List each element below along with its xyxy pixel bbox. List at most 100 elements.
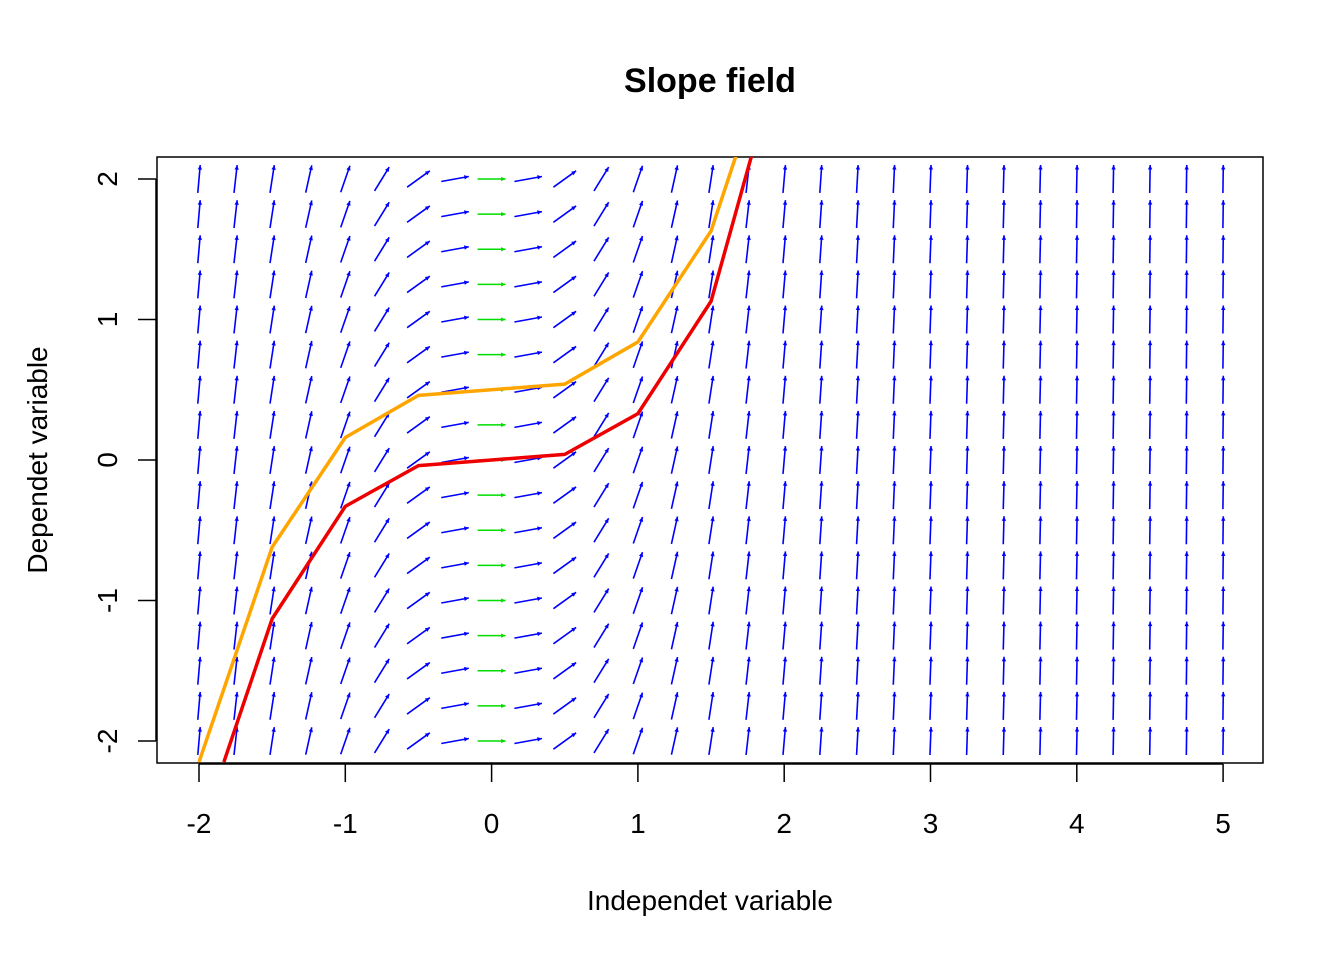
slope-arrow: [304, 411, 313, 439]
slope-arrow: [892, 516, 897, 545]
slope-arrow: [782, 445, 788, 475]
slope-arrow: [670, 165, 679, 193]
slope-arrow: [670, 656, 679, 685]
x-tick-label: 5: [1215, 808, 1231, 839]
slope-arrow: [1184, 691, 1189, 720]
slope-arrow: [670, 692, 679, 720]
slope-arrow: [406, 732, 431, 750]
slope-arrow: [670, 621, 679, 650]
slope-arrow: [965, 621, 970, 650]
slope-arrow: [1184, 235, 1189, 264]
slope-arrow: [965, 445, 970, 475]
slope-arrow: [233, 164, 239, 194]
slope-arrow: [670, 235, 679, 264]
slope-arrow: [514, 421, 543, 429]
slope-arrow: [819, 516, 824, 545]
slope-arrow: [1184, 270, 1189, 299]
slope-arrow: [1147, 691, 1153, 720]
slope-arrow: [1184, 726, 1189, 756]
slope-arrow: [593, 553, 610, 578]
slope-arrow: [593, 728, 610, 754]
slope-arrow: [514, 315, 543, 323]
slope-arrow: [855, 410, 861, 439]
slope-arrow: [819, 656, 824, 685]
slope-arrow: [855, 164, 861, 194]
slope-arrow: [1001, 200, 1007, 229]
slope-arrow: [1111, 305, 1116, 334]
slope-arrow: [339, 692, 351, 720]
slope-arrow: [928, 516, 934, 545]
slope-arrow: [745, 445, 751, 475]
slope-arrow: [304, 692, 313, 720]
slope-arrow: [269, 656, 276, 685]
slope-arrow: [855, 516, 861, 545]
slope-arrow: [819, 305, 824, 334]
slope-arrow: [965, 375, 970, 404]
slope-arrow: [928, 726, 934, 756]
slope-arrow: [1074, 200, 1080, 229]
slope-arrow: [928, 270, 934, 299]
slope-arrow: [196, 375, 202, 404]
slope-arrow: [819, 726, 824, 756]
slope-arrow: [233, 481, 239, 510]
slope-arrow: [269, 305, 276, 334]
slope-arrow: [441, 385, 469, 394]
slope-arrow: [233, 586, 239, 615]
slope-arrow: [477, 633, 506, 638]
slope-arrow: [593, 166, 610, 192]
slope-arrow: [1184, 375, 1189, 404]
slope-arrow: [1038, 691, 1043, 720]
slope-arrow: [552, 310, 577, 329]
slope-arrow: [514, 737, 543, 745]
slope-arrow: [1074, 445, 1080, 475]
slope-arrow: [1221, 200, 1226, 229]
slope-arrows: [196, 164, 1226, 756]
slope-arrow: [782, 235, 788, 264]
slope-arrow: [1221, 410, 1226, 439]
slope-arrow: [514, 561, 543, 569]
slope-arrow: [855, 586, 861, 615]
slope-arrow: [441, 315, 469, 323]
slope-arrow: [965, 726, 970, 756]
slope-arrow: [1038, 305, 1043, 334]
slope-arrow: [632, 165, 644, 193]
slope-arrow: [745, 481, 751, 510]
slope-arrow: [965, 551, 970, 580]
slope-arrow: [782, 410, 788, 439]
slope-arrow: [670, 411, 679, 439]
slope-arrow: [708, 340, 715, 369]
slope-arrow: [477, 422, 506, 428]
slope-arrow: [632, 727, 644, 755]
chart-title: Slope field: [624, 62, 796, 100]
slope-arrow: [1038, 270, 1043, 299]
slope-arrow: [855, 445, 861, 475]
slope-arrow: [965, 235, 970, 264]
slope-arrow: [965, 340, 970, 369]
slope-arrow: [745, 270, 751, 299]
slope-arrow: [441, 491, 469, 499]
slope-arrow: [1221, 340, 1226, 369]
slope-arrow: [406, 416, 431, 434]
slope-arrow: [819, 270, 824, 299]
slope-arrow: [269, 691, 276, 720]
slope-arrow: [304, 200, 313, 228]
slope-arrow: [782, 551, 788, 580]
slope-arrow: [406, 170, 431, 188]
slope-arrow: [819, 551, 824, 580]
slope-arrow: [1074, 516, 1080, 545]
slope-arrow: [928, 235, 934, 264]
slope-arrow: [928, 410, 934, 439]
slope-arrow: [1074, 726, 1080, 756]
slope-arrow: [1001, 270, 1007, 299]
slope-arrow: [1074, 270, 1080, 299]
slope-arrow: [477, 282, 506, 287]
slope-arrow: [196, 551, 202, 580]
slope-arrow: [373, 166, 390, 192]
slope-arrow: [1074, 656, 1080, 685]
slope-arrow: [855, 726, 861, 756]
slope-arrow: [1147, 586, 1153, 615]
slope-arrow: [965, 481, 970, 510]
slope-arrow: [373, 658, 390, 684]
slope-arrow: [269, 586, 276, 615]
slope-arrow: [1221, 305, 1226, 334]
